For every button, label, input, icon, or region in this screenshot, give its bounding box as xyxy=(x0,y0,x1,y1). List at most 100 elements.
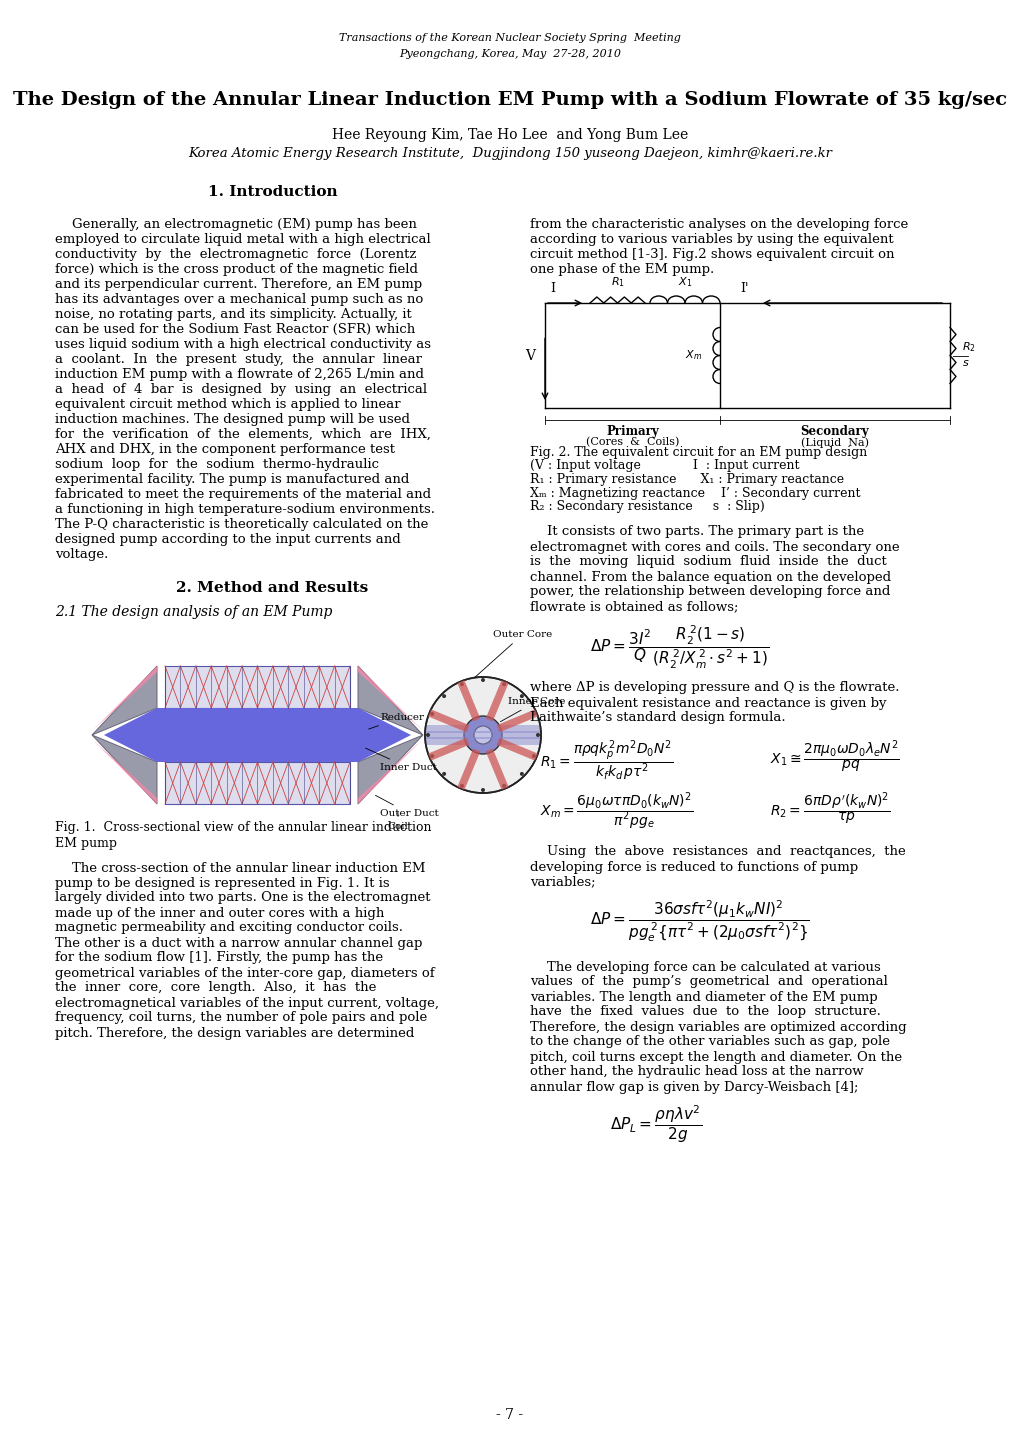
Text: The Design of the Annular Linear Induction EM Pump with a Sodium Flowrate of 35 : The Design of the Annular Linear Inducti… xyxy=(13,91,1006,110)
Text: frequency, coil turns, the number of pole pairs and pole: frequency, coil turns, the number of pol… xyxy=(55,1011,427,1024)
Circle shape xyxy=(531,754,535,758)
Polygon shape xyxy=(92,738,157,805)
Text: I': I' xyxy=(739,283,748,296)
Text: (V : Input voltage             I  : Input current: (V : Input voltage I : Input current xyxy=(530,460,799,473)
Text: Primary: Primary xyxy=(605,425,658,438)
Circle shape xyxy=(464,717,501,754)
Text: to the change of the other variables such as gap, pole: to the change of the other variables suc… xyxy=(530,1035,890,1048)
Text: a  coolant.  In  the  present  study,  the  annular  linear: a coolant. In the present study, the ann… xyxy=(55,353,422,366)
Text: $R_1 = \dfrac{\pi\rho_{\!} q k_p^{\,2} m^2 D_0 N^2}{k_f k_d\, p\tau^2}$: $R_1 = \dfrac{\pi\rho_{\!} q k_p^{\,2} m… xyxy=(539,738,673,783)
Circle shape xyxy=(481,678,484,682)
Circle shape xyxy=(501,682,505,686)
Text: employed to circulate liquid metal with a high electrical: employed to circulate liquid metal with … xyxy=(55,234,430,247)
Text: Secondary: Secondary xyxy=(800,425,868,438)
Text: Outer Core: Outer Core xyxy=(475,630,551,678)
Text: The developing force can be calculated at various: The developing force can be calculated a… xyxy=(530,960,879,973)
Text: 2. Method and Results: 2. Method and Results xyxy=(176,581,368,596)
Circle shape xyxy=(441,694,445,698)
Text: can be used for the Sodium Fast Reactor (SFR) which: can be used for the Sodium Fast Reactor … xyxy=(55,323,415,336)
Circle shape xyxy=(460,682,464,686)
Text: The other is a duct with a narrow annular channel gap: The other is a duct with a narrow annula… xyxy=(55,936,422,949)
Text: geometrical variables of the inter-core gap, diameters of: geometrical variables of the inter-core … xyxy=(55,966,434,979)
Text: Coil: Coil xyxy=(387,812,408,831)
Text: other hand, the hydraulic head loss at the narrow: other hand, the hydraulic head loss at t… xyxy=(530,1066,863,1079)
Text: Each equivalent resistance and reactance is given by: Each equivalent resistance and reactance… xyxy=(530,696,886,709)
Text: designed pump according to the input currents and: designed pump according to the input cur… xyxy=(55,534,400,547)
Text: uses liquid sodium with a high electrical conductivity as: uses liquid sodium with a high electrica… xyxy=(55,337,431,350)
Text: AHX and DHX, in the component performance test: AHX and DHX, in the component performanc… xyxy=(55,443,394,456)
Text: (Cores  &  Coils): (Cores & Coils) xyxy=(585,437,679,447)
Text: have  the  fixed  values  due  to  the  loop  structure.: have the fixed values due to the loop st… xyxy=(530,1005,880,1018)
Text: magnetic permeability and exciting conductor coils.: magnetic permeability and exciting condu… xyxy=(55,921,403,934)
Text: pitch. Therefore, the design variables are determined: pitch. Therefore, the design variables a… xyxy=(55,1027,414,1040)
Text: induction machines. The designed pump will be used: induction machines. The designed pump wi… xyxy=(55,412,410,425)
Text: R₁ : Primary resistance      X₁ : Primary reactance: R₁ : Primary resistance X₁ : Primary rea… xyxy=(530,473,844,486)
Text: the  inner  core,  core  length.  Also,  it  has  the: the inner core, core length. Also, it ha… xyxy=(55,982,376,995)
Text: induction EM pump with a flowrate of 2,265 L/min and: induction EM pump with a flowrate of 2,2… xyxy=(55,368,424,381)
Polygon shape xyxy=(358,735,423,805)
Polygon shape xyxy=(358,738,423,805)
Text: Using  the  above  resistances  and  reactqances,  the: Using the above resistances and reactqan… xyxy=(530,845,905,858)
Polygon shape xyxy=(92,735,157,805)
Bar xyxy=(165,666,350,708)
Text: Therefore, the design variables are optimized according: Therefore, the design variables are opti… xyxy=(530,1021,906,1034)
Text: - 7 -: - 7 - xyxy=(496,1407,523,1422)
Text: Hee Reyoung Kim, Tae Ho Lee  and Yong Bum Lee: Hee Reyoung Kim, Tae Ho Lee and Yong Bum… xyxy=(331,128,688,141)
Text: Fig. 1.  Cross-sectional view of the annular linear induction
EM pump: Fig. 1. Cross-sectional view of the annu… xyxy=(55,822,431,849)
Text: pitch, coil turns except the length and diameter. On the: pitch, coil turns except the length and … xyxy=(530,1051,901,1064)
Text: R₂ : Secondary resistance     s  : Slip): R₂ : Secondary resistance s : Slip) xyxy=(530,500,764,513)
Text: variables. The length and diameter of the EM pump: variables. The length and diameter of th… xyxy=(530,991,876,1004)
Circle shape xyxy=(531,712,535,715)
Circle shape xyxy=(430,754,434,758)
Text: experimental facility. The pump is manufactured and: experimental facility. The pump is manuf… xyxy=(55,473,409,486)
Text: where ΔP is developing pressure and Q is the flowrate.: where ΔP is developing pressure and Q is… xyxy=(530,682,899,695)
Text: Fig. 2. The equivalent circuit for an EM pump design: Fig. 2. The equivalent circuit for an EM… xyxy=(530,446,866,459)
Circle shape xyxy=(501,784,505,787)
Circle shape xyxy=(425,676,540,793)
Text: from the characteristic analyses on the developing force: from the characteristic analyses on the … xyxy=(530,218,907,231)
Text: Transactions of the Korean Nuclear Society Spring  Meeting: Transactions of the Korean Nuclear Socie… xyxy=(338,33,681,43)
Text: It consists of two parts. The primary part is the: It consists of two parts. The primary pa… xyxy=(530,525,863,538)
Text: (Liquid  Na): (Liquid Na) xyxy=(800,437,868,447)
Text: power, the relationship between developing force and: power, the relationship between developi… xyxy=(530,585,890,598)
Text: The cross-section of the annular linear induction EM: The cross-section of the annular linear … xyxy=(55,861,425,874)
Bar xyxy=(157,708,358,761)
Circle shape xyxy=(520,771,524,776)
Text: $X_m$: $X_m$ xyxy=(684,349,701,362)
Text: $R_2$: $R_2$ xyxy=(961,340,975,355)
Text: and its perpendicular current. Therefore, an EM pump: and its perpendicular current. Therefore… xyxy=(55,278,422,291)
Bar xyxy=(425,737,540,746)
Text: has its advantages over a mechanical pump such as no: has its advantages over a mechanical pum… xyxy=(55,293,423,306)
Bar xyxy=(425,731,540,738)
Circle shape xyxy=(460,784,464,787)
Bar xyxy=(425,725,540,733)
Polygon shape xyxy=(92,666,157,735)
Text: developing force is reduced to functions of pump: developing force is reduced to functions… xyxy=(530,861,857,874)
Text: flowrate is obtained as follows;: flowrate is obtained as follows; xyxy=(530,600,738,613)
Text: $\Delta P_L = \dfrac{\rho\eta\lambda v^2}{2g}$: $\Delta P_L = \dfrac{\rho\eta\lambda v^2… xyxy=(609,1103,701,1145)
Text: one phase of the EM pump.: one phase of the EM pump. xyxy=(530,262,713,275)
Text: Inner Duct: Inner Duct xyxy=(365,748,436,771)
Polygon shape xyxy=(358,708,411,761)
Text: variables;: variables; xyxy=(530,875,595,888)
Text: I: I xyxy=(549,283,554,296)
Text: Korea Atomic Energy Research Institute,  Dugjindong 150 yuseong Daejeon, kimhr@k: Korea Atomic Energy Research Institute, … xyxy=(187,147,832,160)
Text: Reducer: Reducer xyxy=(368,712,424,730)
Bar xyxy=(165,761,350,805)
Text: Outer Duct: Outer Duct xyxy=(375,796,438,818)
Text: V: V xyxy=(525,349,535,362)
Circle shape xyxy=(430,712,434,715)
Text: made up of the inner and outer cores with a high: made up of the inner and outer cores wit… xyxy=(55,907,384,920)
Text: sodium  loop  for  the  sodium  thermo-hydraulic: sodium loop for the sodium thermo-hydrau… xyxy=(55,459,379,472)
Text: pump to be designed is represented in Fig. 1. It is: pump to be designed is represented in Fi… xyxy=(55,877,389,890)
Circle shape xyxy=(474,725,491,744)
Circle shape xyxy=(535,733,539,737)
Text: Pyeongchang, Korea, May  27-28, 2010: Pyeongchang, Korea, May 27-28, 2010 xyxy=(398,49,621,59)
Text: values  of  the  pump’s  geometrical  and  operational: values of the pump’s geometrical and ope… xyxy=(530,975,887,989)
Text: $X_1 \cong \dfrac{2\pi\mu_0\omega D_0 \lambda_e N^2}{pq}$: $X_1 \cong \dfrac{2\pi\mu_0\omega D_0 \l… xyxy=(769,738,899,776)
Circle shape xyxy=(520,694,524,698)
Text: force) which is the cross product of the magnetic field: force) which is the cross product of the… xyxy=(55,262,418,275)
Text: fabricated to meet the requirements of the material and: fabricated to meet the requirements of t… xyxy=(55,487,431,500)
Circle shape xyxy=(441,771,445,776)
Text: Laithwaite’s standard design formula.: Laithwaite’s standard design formula. xyxy=(530,711,785,724)
